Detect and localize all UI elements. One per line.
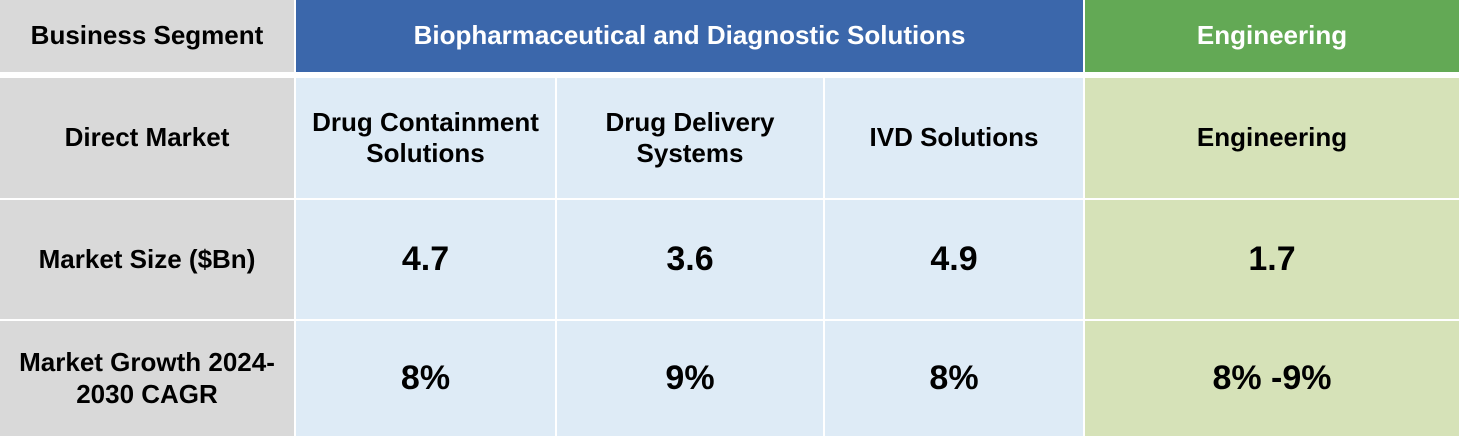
cell-direct-market-engineering: Engineering bbox=[1085, 78, 1459, 200]
cell-market-size-drug-containment: 4.7 bbox=[296, 200, 557, 321]
row-label-market-growth: Market Growth 2024-2030 CAGR bbox=[0, 321, 296, 436]
cell-market-size-engineering: 1.7 bbox=[1085, 200, 1459, 321]
cell-market-growth-drug-delivery: 9% bbox=[557, 321, 825, 436]
header-business-segment: Business Segment bbox=[0, 0, 296, 78]
cell-direct-market-ivd: IVD Solutions bbox=[825, 78, 1085, 200]
row-label-direct-market: Direct Market bbox=[0, 78, 296, 200]
cell-direct-market-drug-delivery: Drug Delivery Systems bbox=[557, 78, 825, 200]
row-label-market-size: Market Size ($Bn) bbox=[0, 200, 296, 321]
header-biopharma-segment: Biopharmaceutical and Diagnostic Solutio… bbox=[296, 0, 1085, 78]
cell-market-size-drug-delivery: 3.6 bbox=[557, 200, 825, 321]
cell-market-growth-ivd: 8% bbox=[825, 321, 1085, 436]
cell-direct-market-drug-containment: Drug Containment Solutions bbox=[296, 78, 557, 200]
cell-market-growth-engineering: 8% -9% bbox=[1085, 321, 1459, 436]
header-engineering-segment: Engineering bbox=[1085, 0, 1459, 78]
cell-market-growth-drug-containment: 8% bbox=[296, 321, 557, 436]
cell-market-size-ivd: 4.9 bbox=[825, 200, 1085, 321]
